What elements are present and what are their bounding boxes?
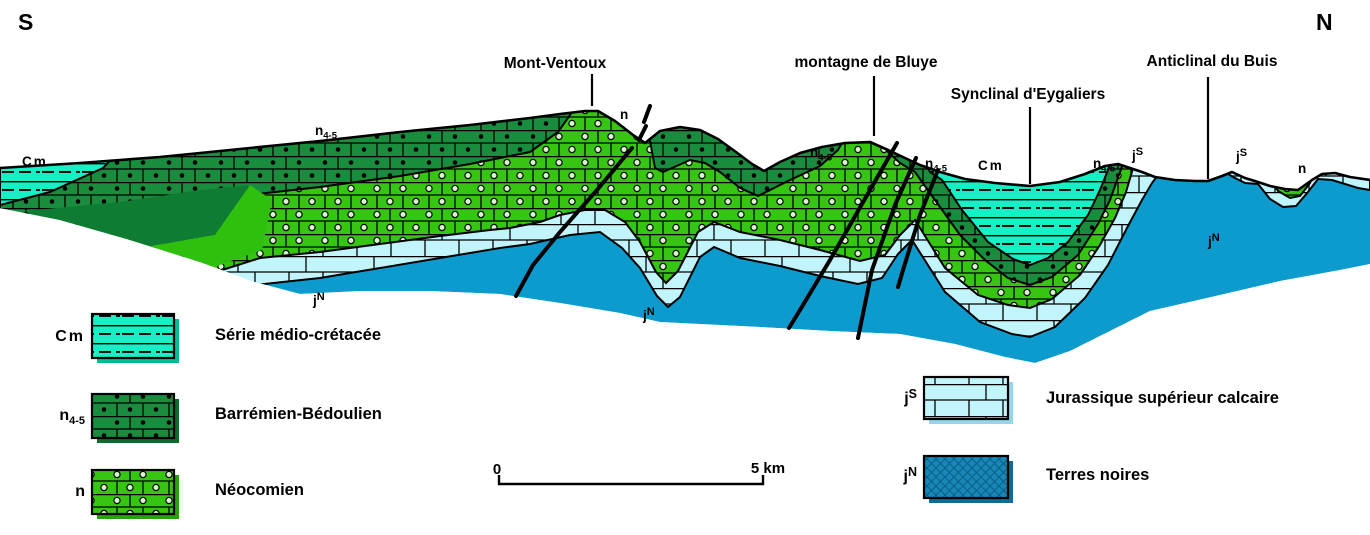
unit-label-jn-east: jN	[1207, 232, 1220, 249]
legend-name-cm: Série médio-crétacée	[215, 326, 381, 344]
scale-bar: 0 5 km	[493, 460, 785, 486]
fault-mont-ventoux	[514, 146, 634, 298]
legend-code-cm: Cm	[55, 328, 85, 345]
legend-code-js: jS	[903, 387, 917, 407]
legend-name-js: Jurassique supérieur calcaire	[1046, 389, 1279, 407]
legend-code-jn: jN	[903, 465, 917, 485]
legend-code-n: n	[75, 483, 85, 500]
scale-bar-end: 5 km	[751, 460, 785, 477]
legend-right-column: jS Jurassique supérieur calcaire jN Terr…	[903, 375, 1279, 503]
scale-bar-line	[497, 475, 765, 486]
legend-swatch-jn	[922, 454, 1010, 500]
legend-left-column: Cm Série médio-crétacée n4-5 Barrémien-B…	[55, 312, 382, 519]
topographic-surface-line	[0, 109, 1370, 192]
legend-swatch-n45	[90, 392, 176, 440]
fault-bluye-1	[787, 141, 899, 330]
legend-swatch-js	[922, 375, 1010, 421]
legend-name-n: Néocomien	[215, 481, 304, 499]
fault-bluye-3	[896, 168, 940, 289]
legend-name-n45: Barrémien-Bédoulien	[215, 405, 382, 423]
orientation-north: N	[1316, 9, 1333, 35]
unit-label-n45-eygaliers-east: n4-5	[1093, 156, 1116, 175]
unit-label-js-buis: jS	[1235, 147, 1247, 164]
unit-label-js-ridge: jS	[1131, 146, 1143, 163]
place-label-mont-ventoux: Mont-Ventoux	[504, 55, 607, 72]
unit-label-cm-left: Cm	[22, 154, 48, 169]
unit-label-n45-eygaliers-west: n4-5	[925, 156, 948, 175]
legend-code-n45: n4-5	[59, 407, 85, 427]
unit-label-cm-syncline: Cm	[978, 158, 1004, 173]
scale-bar-start: 0	[493, 461, 501, 478]
legend-name-jn: Terres noires	[1046, 466, 1149, 484]
unit-label-n45-bluye: n4-5	[810, 145, 833, 164]
unit-label-jn-west: jN	[312, 291, 325, 308]
unit-label-jn-middle: jN	[642, 306, 655, 323]
place-label-anticlinal-du-buis: Anticlinal du Buis	[1147, 53, 1278, 70]
legend-swatch-cm	[90, 312, 176, 360]
legend-swatch-n	[90, 468, 176, 516]
orientation-south: S	[18, 9, 33, 35]
unit-label-n-pocket: n	[1298, 161, 1306, 176]
fault-bluye-2	[856, 156, 918, 340]
place-label-montagne-de-bluye: montagne de Bluye	[795, 54, 938, 71]
unit-label-n-peak: n	[620, 107, 628, 122]
unit-label-n45-west: n4-5	[315, 123, 338, 142]
fault-mont-ventoux-tick-lower	[637, 124, 648, 142]
fault-mont-ventoux-tick-upper	[642, 104, 652, 124]
place-label-synclinal-eygaliers: Synclinal d'Eygaliers	[951, 86, 1105, 103]
